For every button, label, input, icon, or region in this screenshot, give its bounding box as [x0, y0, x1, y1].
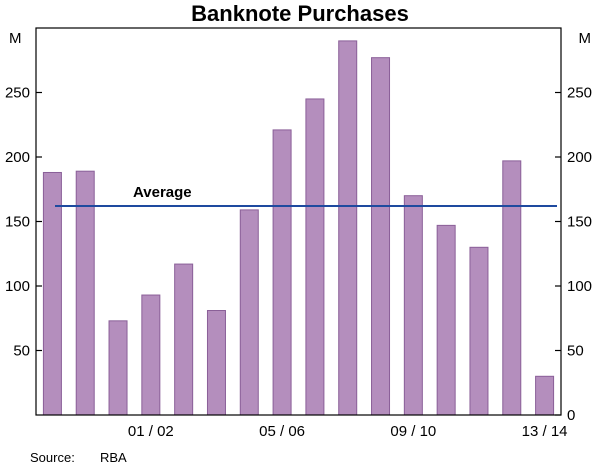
- y-tick-labels-group: 250 200 150 100 50 250 200 150 100 50 0: [5, 85, 592, 425]
- y-tick-label-left: 100: [5, 278, 30, 295]
- average-label: Average: [133, 184, 192, 201]
- x-tick-label: 01 / 02: [128, 423, 174, 440]
- bar: [371, 57, 391, 416]
- y-tick-label-right: 200: [567, 149, 592, 166]
- y-tick-label-right: 150: [567, 214, 592, 231]
- y-tick-label-right: 100: [567, 278, 592, 295]
- bar: [239, 209, 259, 416]
- x-tick-label: 13 / 14: [522, 423, 568, 440]
- y-tick-label-right: 50: [567, 343, 584, 360]
- bar: [108, 320, 128, 416]
- x-tick-label: 05 / 06: [259, 423, 305, 440]
- y-tick-label-left: 150: [5, 214, 30, 231]
- y-tick-label-left: 250: [5, 85, 30, 102]
- x-tick-label: 09 / 10: [390, 423, 436, 440]
- bar: [502, 160, 522, 416]
- bar: [174, 263, 194, 416]
- bar: [535, 375, 555, 416]
- bar: [436, 224, 456, 416]
- y-tick-label-left: 50: [13, 343, 30, 360]
- source-label: Source:: [30, 450, 75, 465]
- y-tick-label-left: 200: [5, 149, 30, 166]
- bar: [305, 98, 325, 416]
- y-tick-label-right: 0: [567, 407, 575, 424]
- bar: [42, 171, 62, 416]
- bar: [141, 294, 161, 416]
- chart-title: Banknote Purchases: [191, 1, 409, 26]
- bar: [403, 195, 423, 416]
- bar: [338, 40, 358, 416]
- bars-group: [42, 40, 555, 416]
- bar: [469, 246, 489, 416]
- y-axis-unit-left: M: [9, 30, 22, 47]
- source-value: RBA: [100, 450, 127, 465]
- bar: [75, 170, 95, 416]
- bar: [206, 310, 226, 416]
- bar: [272, 129, 292, 416]
- y-ticks-group: [36, 91, 561, 416]
- y-tick-label-right: 250: [567, 85, 592, 102]
- x-tick-labels-group: 01 / 02 05 / 06 09 / 10 13 / 14: [128, 423, 568, 440]
- y-axis-unit-right: M: [579, 30, 592, 47]
